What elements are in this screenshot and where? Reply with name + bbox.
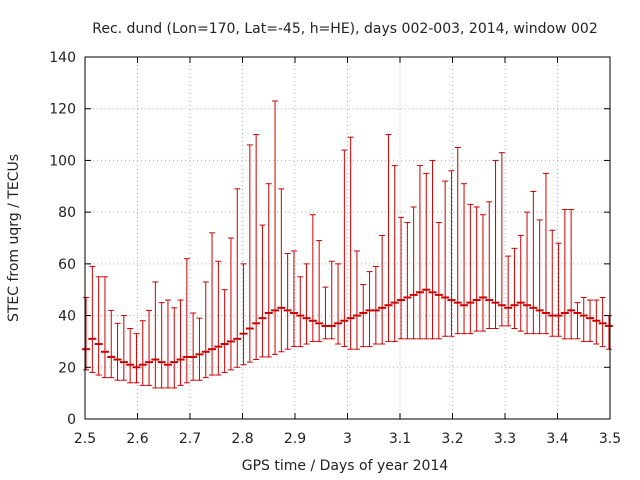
x-tick-label: 3.4 xyxy=(546,431,568,447)
y-tick-label: 100 xyxy=(49,153,76,169)
y-tick-label: 0 xyxy=(67,412,76,428)
x-tick-label: 3.3 xyxy=(494,431,516,447)
x-tick-label: 3.1 xyxy=(389,431,411,447)
y-tick-label: 140 xyxy=(49,50,76,66)
y-axis-label: STEC from uqrg / TECUs xyxy=(6,154,22,322)
chart-title: Rec. dund (Lon=170, Lat=-45, h=HE), days… xyxy=(92,21,598,37)
x-tick-label: 2.8 xyxy=(231,431,253,447)
data-series xyxy=(82,100,613,389)
grid xyxy=(84,56,611,420)
y-tick-label: 80 xyxy=(58,205,76,221)
x-tick-label: 3.5 xyxy=(599,431,621,447)
axis-ticks: 2.5 2.6 2.7 2.8 2.9 3 3.1 3.2 3.3 3.4 3.5 0 20 40 60 80… xyxy=(49,50,621,447)
y-tick-label: 60 xyxy=(58,257,76,273)
x-tick-label: 2.5 xyxy=(74,431,96,447)
y-tick-label: 40 xyxy=(58,309,76,325)
x-tick-label: 3.2 xyxy=(441,431,463,447)
x-tick-label: 2.7 xyxy=(179,431,201,447)
y-tick-label: 20 xyxy=(58,360,76,376)
x-tick-label: 2.6 xyxy=(126,431,148,447)
x-axis-label: GPS time / Days of year 2014 xyxy=(242,458,449,474)
y-tick-label: 120 xyxy=(49,102,76,118)
x-tick-label: 3 xyxy=(343,431,352,447)
x-tick-label: 2.9 xyxy=(284,431,306,447)
